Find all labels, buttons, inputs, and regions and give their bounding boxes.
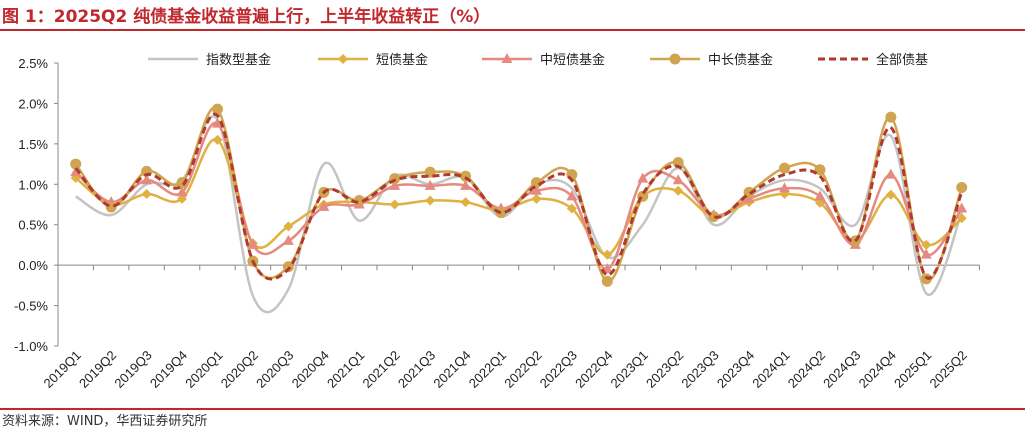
legend-item: 短债基金: [318, 52, 428, 68]
x-tick-label: 2020Q1: [182, 348, 225, 391]
data-point: [672, 174, 684, 185]
data-point: [247, 238, 259, 249]
data-point: [921, 239, 932, 250]
x-tick-label: 2025Q2: [927, 348, 970, 391]
series-4: [74, 112, 964, 281]
x-tick-label: 2021Q1: [324, 348, 367, 391]
source-divider: [0, 408, 1025, 410]
data-point: [530, 177, 542, 189]
data-point: [601, 275, 613, 287]
data-point: [424, 179, 436, 190]
x-tick-label: 2021Q4: [430, 348, 473, 391]
x-tick-label: 2020Q3: [253, 348, 296, 391]
data-point: [530, 184, 542, 195]
x-tick-label: 2024Q2: [785, 348, 828, 391]
data-point: [389, 179, 401, 190]
data-point: [672, 156, 684, 168]
data-point: [602, 249, 613, 260]
x-tick-label: 2023Q1: [608, 348, 651, 391]
x-tick-label: 2021Q3: [395, 348, 438, 391]
data-point: [531, 193, 542, 204]
x-tick-label: 2023Q2: [643, 348, 686, 391]
data-point: [211, 117, 223, 128]
data-point: [283, 221, 294, 232]
x-tick-label: 2020Q2: [218, 348, 261, 391]
data-point: [779, 162, 791, 174]
data-point: [212, 134, 223, 145]
legend-item: 中短债基金: [482, 52, 605, 68]
legend-label: 中长债基金: [708, 52, 773, 68]
y-tick-label: 0.5%: [18, 218, 48, 233]
y-tick-label: 0.0%: [18, 258, 48, 273]
data-point: [141, 174, 153, 185]
legend-item: 全部债基: [818, 52, 928, 68]
y-tick-label: -0.5%: [14, 299, 48, 314]
data-point: [460, 179, 472, 190]
data-point: [673, 185, 684, 196]
x-tick-label: 2019Q2: [76, 348, 119, 391]
y-tick-label: 2.5%: [18, 56, 48, 71]
x-tick-label: 2023Q4: [714, 348, 757, 391]
x-tick-label: 2019Q3: [111, 348, 154, 391]
data-point: [282, 234, 294, 245]
data-point: [141, 188, 152, 199]
data-point: [885, 111, 897, 123]
data-point: [814, 190, 826, 201]
legend-item: 中长债基金: [650, 52, 773, 68]
data-point: [956, 213, 967, 224]
x-tick-label: 2022Q4: [572, 348, 615, 391]
legend-label: 中短债基金: [540, 52, 605, 68]
x-tick-label: 2021Q2: [359, 348, 402, 391]
data-point: [501, 53, 513, 63]
data-point: [282, 261, 294, 273]
x-tick-label: 2019Q4: [147, 348, 190, 391]
data-point: [176, 186, 188, 197]
data-point: [637, 172, 649, 183]
legend-item: 指数型基金: [148, 52, 271, 68]
figure-title: 图 1：2025Q2 纯债基金收益普遍上行，上半年收益转正（%）: [2, 7, 491, 27]
data-point: [338, 54, 348, 64]
y-tick-label: 2.0%: [18, 96, 48, 111]
legend-label: 指数型基金: [206, 52, 271, 68]
x-tick-label: 2019Q1: [41, 348, 84, 391]
x-tick-label: 2024Q1: [749, 348, 792, 391]
data-point: [425, 195, 436, 206]
y-tick-label: 1.0%: [18, 177, 48, 192]
source-note: 资料来源：WIND，华西证券研究所: [2, 414, 208, 429]
x-tick-label: 2022Q2: [501, 348, 544, 391]
data-point: [211, 103, 223, 115]
x-tick-label: 2024Q3: [820, 348, 863, 391]
data-point: [779, 182, 791, 193]
data-point: [70, 158, 82, 170]
title-divider: [0, 29, 1025, 31]
data-point: [956, 182, 968, 194]
x-tick-label: 2024Q4: [856, 348, 899, 391]
legend-label: 短债基金: [376, 52, 428, 68]
x-tick-label: 2020Q4: [289, 348, 332, 391]
x-tick-label: 2023Q3: [678, 348, 721, 391]
data-point: [566, 203, 577, 214]
data-point: [885, 189, 896, 200]
data-point: [669, 53, 681, 65]
data-point: [389, 199, 400, 210]
x-tick-label: 2022Q3: [537, 348, 580, 391]
x-tick-label: 2022Q1: [466, 348, 509, 391]
x-tick-label: 2025Q1: [891, 348, 934, 391]
legend-label: 全部债基: [876, 52, 928, 68]
series-line: [74, 106, 963, 283]
data-point: [318, 200, 330, 211]
data-point: [885, 168, 897, 179]
data-point: [920, 248, 932, 259]
data-point: [956, 202, 968, 213]
data-point: [566, 190, 578, 201]
y-tick-label: 1.5%: [18, 137, 48, 152]
series-line: [74, 112, 964, 281]
data-point: [460, 197, 471, 208]
y-tick-label: -1.0%: [14, 339, 48, 354]
